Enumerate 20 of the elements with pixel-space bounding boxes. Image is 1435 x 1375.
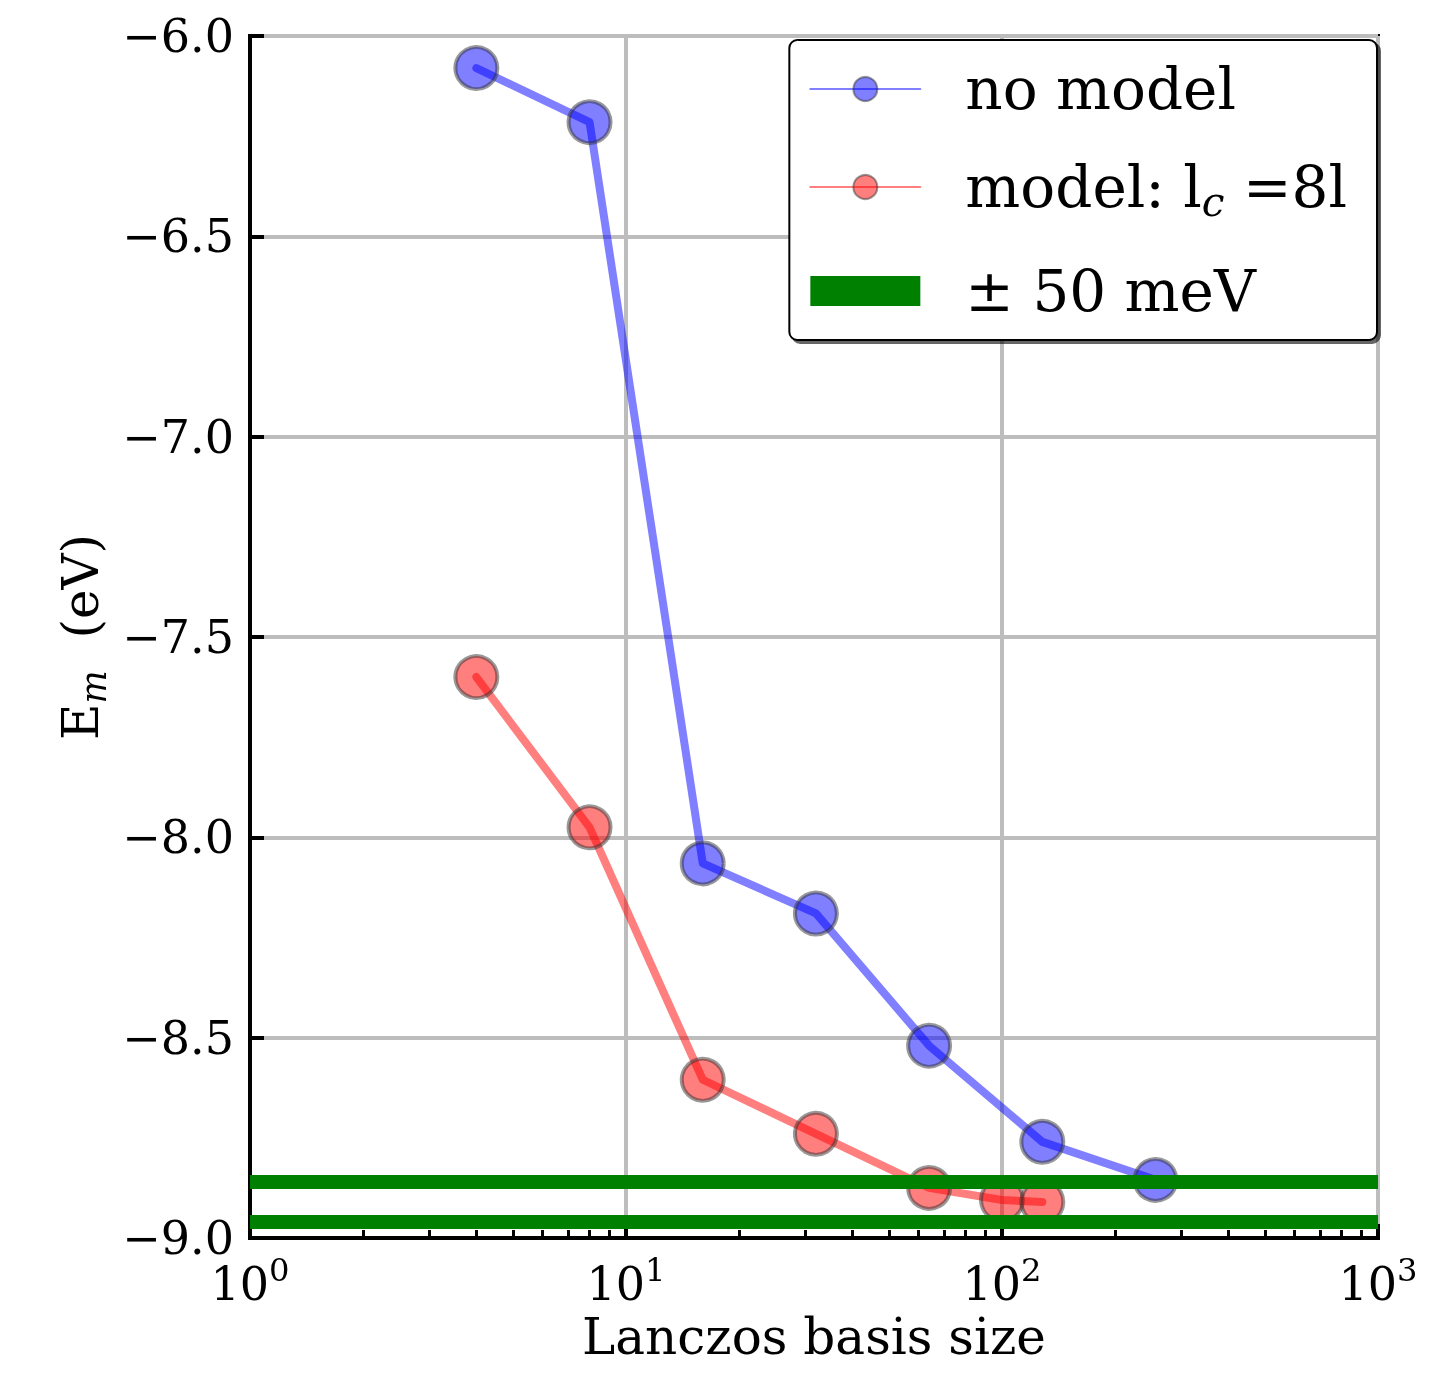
y-tick-label: −8.5: [122, 1010, 234, 1065]
point: [906, 1022, 953, 1069]
point: [679, 840, 726, 887]
y-tick-label: −6.0: [122, 9, 234, 63]
point: [453, 45, 500, 92]
y-tick-label: −7.0: [122, 409, 234, 464]
y-axis-title: Em (eV): [52, 533, 114, 741]
legend-label: ± 50 meV: [965, 257, 1257, 325]
point: [453, 654, 500, 701]
y-tick-label: −7.5: [122, 610, 234, 664]
x-axis-title: Lanczos basis size: [582, 1307, 1046, 1366]
point: [1019, 1118, 1066, 1165]
point: [566, 804, 613, 851]
y-tick-label: −8.0: [122, 810, 234, 865]
legend-label: no model: [965, 55, 1236, 123]
point: [792, 1110, 839, 1157]
point: [566, 99, 613, 146]
point: [679, 1056, 726, 1103]
y-tick-label: −6.5: [122, 209, 234, 264]
point: [792, 890, 839, 937]
